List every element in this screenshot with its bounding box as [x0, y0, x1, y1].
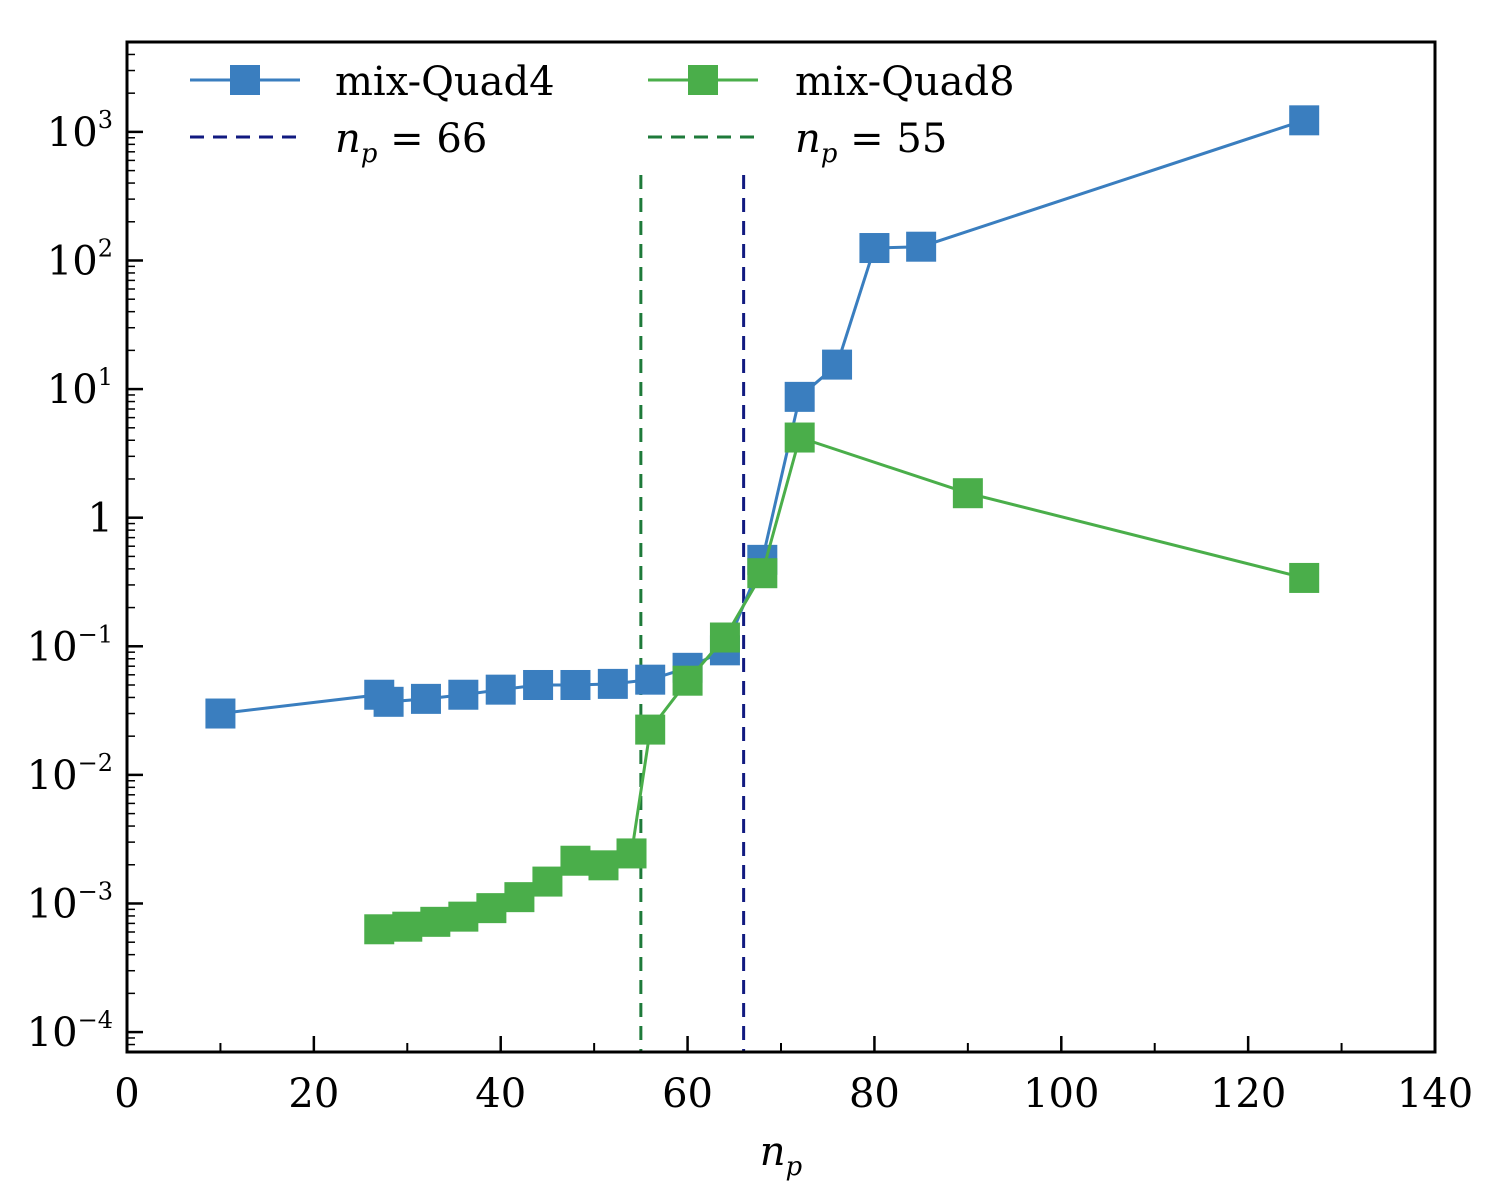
data-point-mix-quad8-7: [560, 846, 590, 876]
y-tick-base: 10: [47, 367, 98, 413]
data-point-mix-quad8-6: [532, 867, 562, 897]
data-point-mix-quad4-14: [822, 350, 852, 380]
y-tick-exponent: −4: [78, 1006, 113, 1034]
data-point-mix-quad4-0: [205, 699, 235, 729]
y-tick-base: 10: [47, 110, 98, 156]
data-point-mix-quad8-5: [504, 882, 534, 912]
y-tick-label: 102: [47, 234, 113, 284]
y-tick-exponent: 1: [98, 363, 113, 391]
x-axis-label-sub: p: [786, 1152, 803, 1182]
x-tick-label: 120: [1210, 1071, 1286, 1117]
data-point-mix-quad8-1: [392, 912, 422, 942]
data-point-mix-quad4-17: [1289, 105, 1319, 135]
y-tick-label: 101: [47, 363, 113, 413]
legend-label-np66: np = 66: [335, 116, 487, 169]
y-tick-label: 10−3: [27, 877, 113, 927]
x-tick-label: 20: [288, 1071, 339, 1117]
data-point-mix-quad4-5: [486, 675, 516, 705]
data-point-mix-quad8-16: [1289, 563, 1319, 593]
y-tick-exponent: 3: [98, 106, 113, 134]
legend-label-np55-main: n: [795, 116, 821, 162]
data-point-mix-quad8-8: [588, 850, 618, 880]
data-point-mix-quad4-2: [374, 687, 404, 717]
x-tick-label: 100: [1023, 1071, 1099, 1117]
legend-marker-mix-quad8: [688, 65, 718, 95]
y-tick-base: 10: [27, 881, 78, 927]
data-point-mix-quad8-2: [420, 907, 450, 937]
legend-label-np55: np = 55: [795, 116, 947, 169]
data-point-mix-quad8-13: [747, 558, 777, 588]
y-tick-base: 10: [47, 238, 98, 284]
y-tick-label: 1: [88, 496, 113, 542]
x-axis-label: np: [760, 1129, 803, 1182]
x-axis-label-main: n: [760, 1129, 786, 1175]
y-tick-exponent: −2: [78, 749, 113, 777]
y-tick-exponent: −3: [78, 877, 113, 905]
x-tick-label: 140: [1397, 1071, 1473, 1117]
legend-label-np55-sub: p: [821, 139, 838, 169]
legend-label-np66-rest: = 66: [377, 116, 487, 162]
data-point-mix-quad8-3: [448, 902, 478, 932]
y-tick-label: 10−1: [27, 620, 113, 670]
legend-label-np55-rest: = 55: [837, 116, 947, 162]
x-tick-label: 0: [114, 1071, 139, 1117]
data-point-mix-quad4-4: [448, 680, 478, 710]
x-tick-label: 60: [662, 1071, 713, 1117]
data-point-mix-quad8-15: [953, 478, 983, 508]
data-point-mix-quad4-8: [598, 669, 628, 699]
y-tick-label: 10−4: [27, 1006, 113, 1056]
y-tick-base: 10: [27, 624, 78, 670]
y-tick-exponent: 2: [98, 234, 113, 262]
data-point-mix-quad8-11: [673, 666, 703, 696]
data-point-mix-quad8-12: [710, 623, 740, 653]
data-point-mix-quad4-6: [523, 670, 553, 700]
data-point-mix-quad8-0: [364, 914, 394, 944]
data-point-mix-quad4-7: [560, 670, 590, 700]
y-tick-label: 10−2: [27, 749, 113, 799]
x-tick-label: 40: [475, 1071, 526, 1117]
legend-label-mix-quad8: mix-Quad8: [795, 59, 1015, 105]
legend-label-np66-main: n: [335, 116, 361, 162]
data-point-mix-quad4-9: [635, 665, 665, 695]
data-point-mix-quad4-16: [906, 232, 936, 262]
data-point-mix-quad8-9: [617, 838, 647, 868]
plot-area: [127, 42, 1435, 1052]
legend-marker-mix-quad4: [230, 65, 260, 95]
data-point-mix-quad4-3: [411, 684, 441, 714]
data-point-mix-quad4-15: [859, 233, 889, 263]
y-tick-base: 10: [27, 753, 78, 799]
data-point-mix-quad8-10: [635, 715, 665, 745]
x-tick-label: 80: [849, 1071, 900, 1117]
y-tick-exponent: −1: [78, 620, 113, 648]
y-tick-label: 103: [47, 106, 113, 156]
data-point-mix-quad8-14: [785, 423, 815, 453]
data-point-mix-quad4-13: [785, 382, 815, 412]
y-tick-base: 10: [27, 1010, 78, 1056]
legend-label-np66-sub: p: [361, 139, 378, 169]
legend-label-mix-quad4: mix-Quad4: [335, 59, 555, 105]
data-point-mix-quad8-4: [476, 893, 506, 923]
